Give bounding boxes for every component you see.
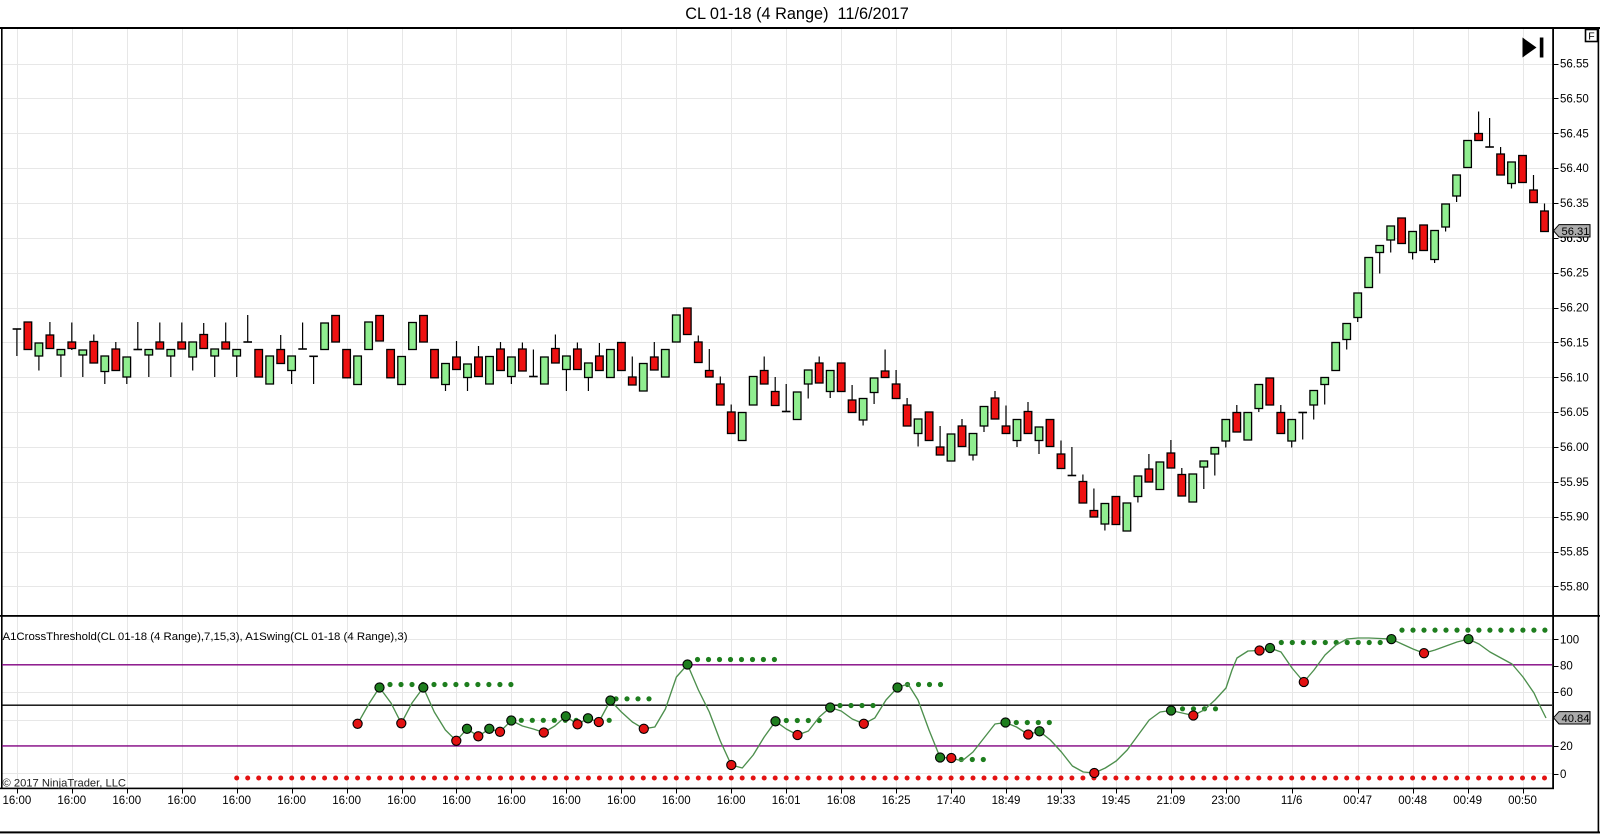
svg-text:16:00: 16:00 bbox=[717, 795, 746, 807]
svg-text:16:00: 16:00 bbox=[222, 795, 251, 807]
svg-text:100: 100 bbox=[1560, 634, 1579, 646]
svg-text:56.31: 56.31 bbox=[1562, 226, 1590, 238]
svg-text:16:00: 16:00 bbox=[607, 795, 636, 807]
svg-text:16:00: 16:00 bbox=[277, 795, 306, 807]
svg-text:16:00: 16:00 bbox=[57, 795, 86, 807]
svg-text:56.35: 56.35 bbox=[1560, 198, 1589, 210]
svg-text:56.50: 56.50 bbox=[1560, 94, 1589, 106]
svg-text:16:00: 16:00 bbox=[662, 795, 691, 807]
svg-text:56.55: 56.55 bbox=[1560, 59, 1589, 71]
svg-text:16:00: 16:00 bbox=[497, 795, 526, 807]
svg-text:55.85: 55.85 bbox=[1560, 547, 1589, 559]
svg-text:55.90: 55.90 bbox=[1560, 512, 1589, 524]
svg-text:16:00: 16:00 bbox=[332, 795, 361, 807]
svg-text:19:33: 19:33 bbox=[1047, 795, 1076, 807]
svg-text:40.84: 40.84 bbox=[1562, 713, 1590, 725]
svg-text:16:00: 16:00 bbox=[167, 795, 196, 807]
svg-text:56.10: 56.10 bbox=[1560, 372, 1589, 384]
svg-text:© 2017 NinjaTrader, LLC: © 2017 NinjaTrader, LLC bbox=[3, 777, 127, 789]
svg-text:F: F bbox=[1588, 31, 1594, 43]
svg-text:18:49: 18:49 bbox=[992, 795, 1021, 807]
svg-text:00:47: 00:47 bbox=[1343, 795, 1372, 807]
svg-text:55.95: 55.95 bbox=[1560, 477, 1589, 489]
svg-text:16:25: 16:25 bbox=[882, 795, 911, 807]
svg-text:00:48: 00:48 bbox=[1398, 795, 1427, 807]
svg-text:16:00: 16:00 bbox=[552, 795, 581, 807]
svg-text:19:45: 19:45 bbox=[1102, 795, 1131, 807]
svg-text:16:00: 16:00 bbox=[387, 795, 416, 807]
svg-text:16:00: 16:00 bbox=[3, 795, 32, 807]
svg-text:0: 0 bbox=[1560, 769, 1566, 781]
svg-text:55.80: 55.80 bbox=[1560, 581, 1589, 593]
svg-text:56.45: 56.45 bbox=[1560, 128, 1589, 140]
svg-text:A1CrossThreshold(CL 01-18 (4 R: A1CrossThreshold(CL 01-18 (4 Range),7,15… bbox=[3, 631, 408, 643]
svg-text:56.15: 56.15 bbox=[1560, 337, 1589, 349]
svg-text:00:49: 00:49 bbox=[1453, 795, 1482, 807]
svg-text:CL 01-18 (4 Range) 11/6/2017: CL 01-18 (4 Range) 11/6/2017 bbox=[685, 5, 909, 23]
svg-text:20: 20 bbox=[1560, 741, 1573, 753]
svg-text:56.20: 56.20 bbox=[1560, 303, 1589, 315]
svg-text:56.05: 56.05 bbox=[1560, 407, 1589, 419]
svg-text:23:00: 23:00 bbox=[1211, 795, 1240, 807]
svg-text:16:00: 16:00 bbox=[112, 795, 141, 807]
svg-text:00:50: 00:50 bbox=[1508, 795, 1537, 807]
svg-text:56.40: 56.40 bbox=[1560, 163, 1589, 175]
svg-text:21:09: 21:09 bbox=[1157, 795, 1186, 807]
svg-text:56.25: 56.25 bbox=[1560, 268, 1589, 280]
svg-text:56.00: 56.00 bbox=[1560, 442, 1589, 454]
svg-text:16:01: 16:01 bbox=[772, 795, 801, 807]
svg-text:80: 80 bbox=[1560, 661, 1573, 673]
svg-text:16:08: 16:08 bbox=[827, 795, 856, 807]
svg-text:16:00: 16:00 bbox=[442, 795, 471, 807]
svg-text:60: 60 bbox=[1560, 687, 1573, 699]
svg-text:11/6: 11/6 bbox=[1281, 795, 1303, 807]
svg-text:17:40: 17:40 bbox=[937, 795, 966, 807]
